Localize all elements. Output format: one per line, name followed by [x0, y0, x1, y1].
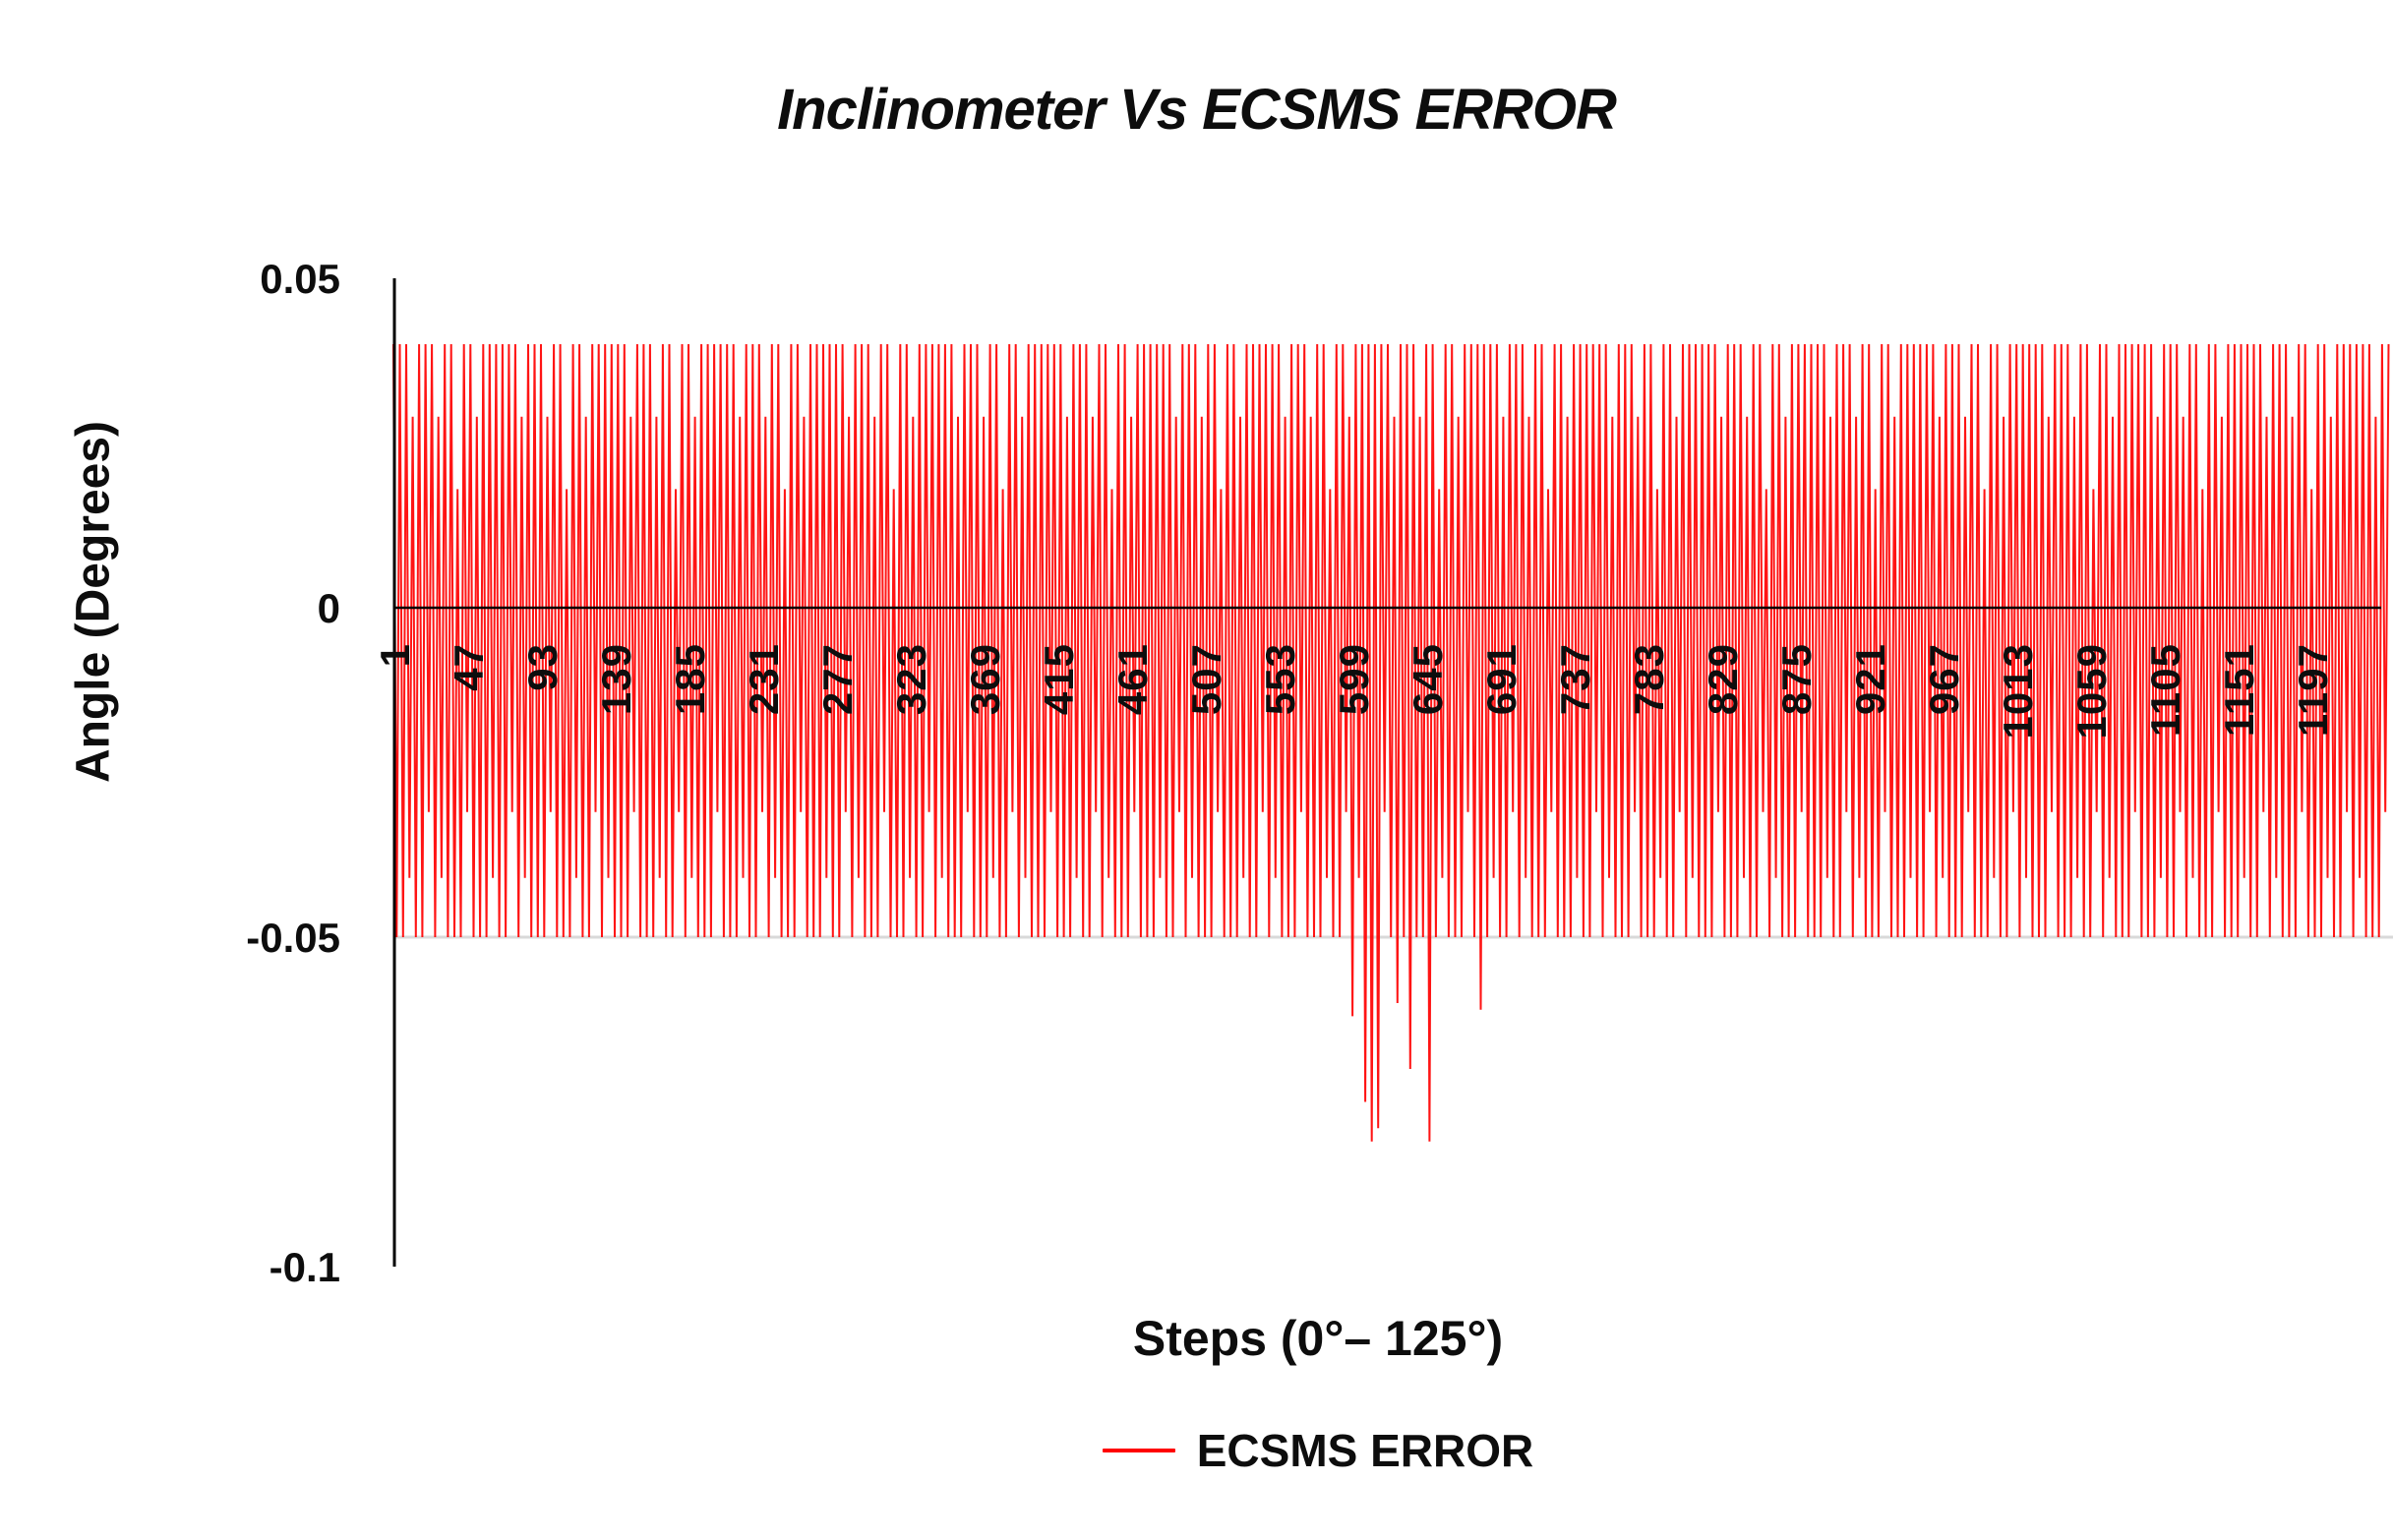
y-tick-label: 0.05	[260, 256, 340, 302]
x-tick-label: 47	[446, 643, 492, 691]
x-tick-label: 415	[1036, 643, 1082, 715]
x-tick-label: 691	[1478, 643, 1525, 715]
x-tick-label: 737	[1552, 643, 1598, 715]
x-tick-label: 829	[1700, 643, 1746, 715]
x-tick-label: 461	[1109, 643, 1156, 715]
x-tick-label: 1013	[1995, 643, 2041, 739]
x-tick-label: 967	[1921, 643, 1967, 715]
x-tick-label: 783	[1626, 643, 1672, 715]
x-tick-label: 921	[1847, 643, 1893, 715]
x-tick-label: 93	[519, 643, 566, 691]
x-tick-label: 1	[372, 643, 418, 667]
y-tick-label: -0.05	[246, 915, 340, 961]
chart-title: Inclinometer Vs ECSMS ERROR	[777, 78, 1617, 142]
x-tick-label: 139	[593, 643, 639, 715]
y-tick-label: -0.1	[269, 1244, 340, 1290]
x-tick-label: 231	[741, 643, 787, 715]
x-tick-label: 507	[1183, 643, 1229, 715]
ecsms-error-series-line	[392, 343, 2390, 1142]
x-tick-label: 185	[667, 643, 713, 715]
x-tick-label: 1059	[2068, 643, 2115, 739]
y-tick-label: 0	[318, 585, 340, 631]
x-tick-label: 645	[1405, 643, 1451, 715]
x-tick-label: 553	[1257, 643, 1303, 715]
x-tick-label: 875	[1773, 643, 1820, 715]
x-tick-label: 1151	[2216, 643, 2262, 737]
x-tick-label: 1197	[2290, 643, 2336, 737]
x-tick-label: 599	[1331, 643, 1377, 715]
x-tick-label: 277	[814, 643, 861, 715]
x-tick-label: 323	[888, 643, 934, 715]
x-tick-label: 1105	[2142, 643, 2188, 737]
x-tick-label: 369	[962, 643, 1008, 715]
